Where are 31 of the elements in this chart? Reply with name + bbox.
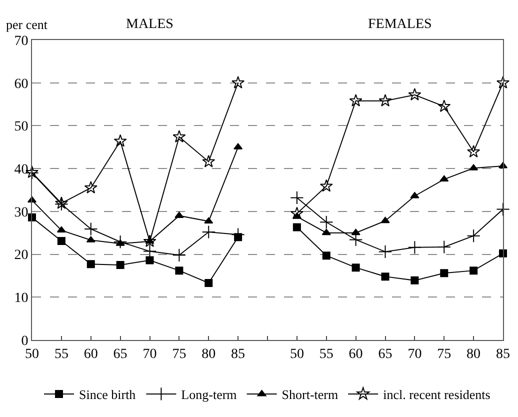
- y-tick-label: 30: [14, 205, 28, 220]
- x-tick-label: 70: [408, 346, 422, 362]
- y-tick-label: 70: [14, 34, 28, 49]
- legend-label: incl. recent residents: [383, 387, 490, 402]
- x-tick-label: 80: [202, 346, 216, 362]
- x-tick-label: 50: [25, 346, 39, 362]
- x-tick-label: 75: [437, 346, 452, 362]
- y-tick-label: 50: [14, 120, 28, 135]
- x-tick-label: 70: [142, 346, 157, 362]
- x-tick-label: 85: [496, 346, 510, 362]
- x-tick-label: 65: [113, 346, 128, 362]
- y-tick-label: 20: [14, 248, 28, 264]
- x-tick-label: 75: [172, 346, 186, 362]
- y-tick-label: 40: [14, 162, 28, 178]
- x-tick-label: 85: [231, 346, 246, 362]
- text: MALES: [126, 17, 174, 32]
- y-axis-title: per cent: [6, 17, 48, 32]
- x-tick-label: 60: [348, 346, 363, 362]
- x-tick-label: 55: [54, 346, 68, 362]
- x-tick-label: 80: [466, 346, 481, 362]
- x-tick-label: 60: [84, 346, 98, 362]
- y-tick-label: 0: [21, 334, 28, 349]
- legend-label: Long-term: [181, 387, 237, 402]
- text: FEMALES: [368, 17, 432, 32]
- legend-label: Since birth: [79, 387, 136, 402]
- x-tick-label: 55: [319, 346, 334, 362]
- y-tick-label: 10: [14, 291, 28, 306]
- y-tick-label: 60: [14, 76, 28, 92]
- x-tick-label: 65: [378, 346, 392, 362]
- legend-label: Short-term: [282, 387, 338, 402]
- x-tick-label: 50: [290, 346, 304, 362]
